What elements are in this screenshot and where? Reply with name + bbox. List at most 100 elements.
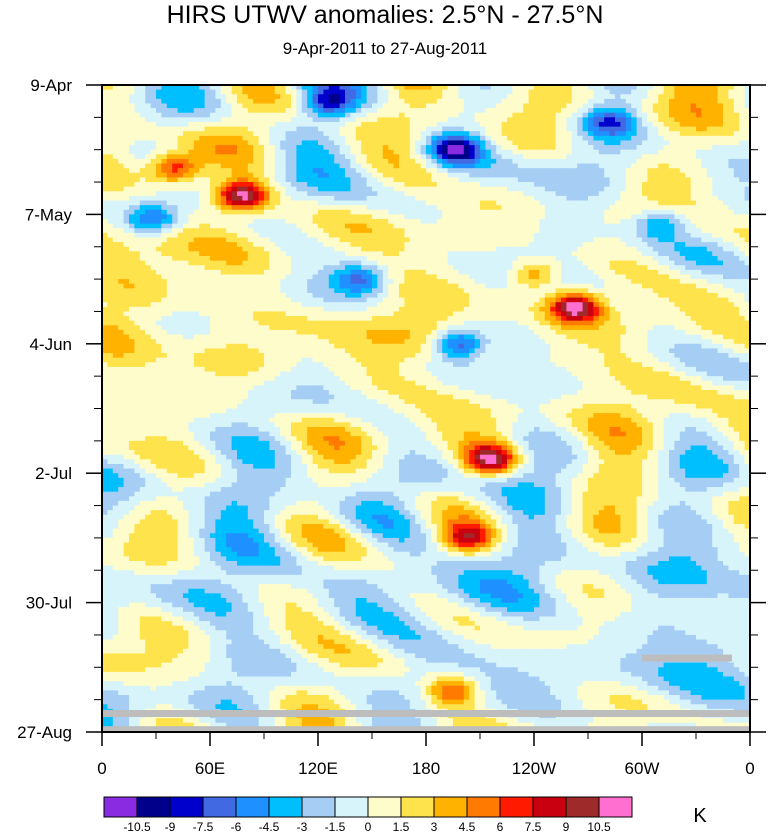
field-cell [652, 158, 659, 165]
field-cell [706, 98, 713, 105]
field-cell [355, 255, 362, 262]
field-cell [485, 265, 492, 271]
field-cell [123, 219, 130, 225]
field-cell [123, 131, 130, 137]
field-cell [696, 172, 702, 179]
field-cell [604, 237, 611, 243]
field-cell [517, 209, 524, 215]
field-cell [372, 246, 378, 252]
field-cell [669, 154, 675, 160]
field-cell [139, 246, 146, 252]
field-cell [156, 126, 162, 132]
field-cell [577, 214, 584, 220]
field-cell [523, 158, 530, 165]
field-cell [690, 255, 697, 262]
field-cell [420, 205, 427, 211]
field-cell [528, 145, 535, 151]
field-cell [474, 205, 481, 211]
field-cell [280, 265, 287, 271]
field-cell [231, 85, 238, 91]
field-cell [517, 135, 524, 142]
field-cell [404, 186, 411, 192]
field-cell [134, 182, 141, 188]
field-cell [507, 117, 513, 123]
field-cell [723, 177, 729, 183]
field-cell [318, 117, 324, 123]
field-cell [199, 158, 206, 165]
field-cell [496, 255, 503, 262]
field-cell [264, 172, 270, 179]
field-cell [620, 98, 627, 105]
field-cell [399, 255, 405, 262]
field-cell [539, 158, 546, 165]
field-cell [102, 242, 108, 248]
field-cell [739, 163, 746, 169]
field-cell [280, 140, 287, 146]
field-cell [739, 98, 746, 105]
field-cell [172, 131, 179, 137]
field-cell [372, 149, 378, 155]
field-cell [123, 154, 130, 160]
field-cell [598, 200, 605, 206]
field-cell [134, 265, 141, 271]
field-cell [442, 223, 449, 229]
field-cell [561, 126, 567, 132]
field-cell [647, 269, 654, 276]
field-cell [118, 121, 125, 128]
field-cell [355, 274, 362, 280]
field-cell [604, 158, 611, 165]
field-cell [523, 182, 530, 188]
field-cell [566, 205, 573, 211]
field-cell [663, 154, 670, 160]
field-cell [674, 103, 681, 109]
field-cell [458, 140, 465, 146]
field-cell [247, 237, 254, 243]
field-cell [345, 121, 351, 128]
field-cell [480, 140, 486, 146]
field-cell [679, 163, 686, 169]
field-cell [183, 140, 189, 146]
field-cell [723, 126, 729, 132]
field-cell [701, 131, 708, 137]
field-cell [112, 172, 119, 179]
field-cell [566, 154, 573, 160]
field-cell [188, 131, 195, 137]
field-cell [177, 228, 184, 234]
field-cell [388, 195, 395, 202]
field-cell [123, 195, 130, 202]
field-cell [598, 177, 605, 183]
field-cell [372, 232, 378, 239]
field-cell [210, 121, 216, 128]
field-cell [220, 182, 227, 188]
field-cell [388, 135, 395, 142]
field-cell [296, 246, 303, 252]
field-cell [598, 149, 605, 155]
field-cell [366, 251, 373, 257]
field-cell [296, 126, 303, 132]
field-cell [231, 154, 238, 160]
field-cell [166, 200, 173, 206]
field-cell [161, 265, 168, 271]
field-cell [620, 140, 627, 146]
field-cell [447, 223, 454, 229]
field-cell [264, 186, 270, 192]
field-cell [447, 163, 454, 169]
field-cell [690, 214, 697, 220]
field-cell [372, 168, 378, 174]
field-cell [496, 242, 503, 248]
field-cell [663, 195, 670, 202]
field-cell [118, 98, 125, 105]
field-cell [647, 205, 654, 211]
field-cell [555, 186, 562, 192]
field-cell [291, 246, 297, 252]
field-cell [291, 135, 297, 142]
field-cell [307, 177, 314, 183]
field-cell [199, 228, 206, 234]
field-cell [123, 108, 130, 114]
field-cell [685, 186, 692, 192]
field-cell [258, 232, 265, 239]
field-cell [620, 269, 627, 276]
field-cell [534, 237, 540, 243]
field-cell [399, 135, 405, 142]
field-cell [723, 214, 729, 220]
